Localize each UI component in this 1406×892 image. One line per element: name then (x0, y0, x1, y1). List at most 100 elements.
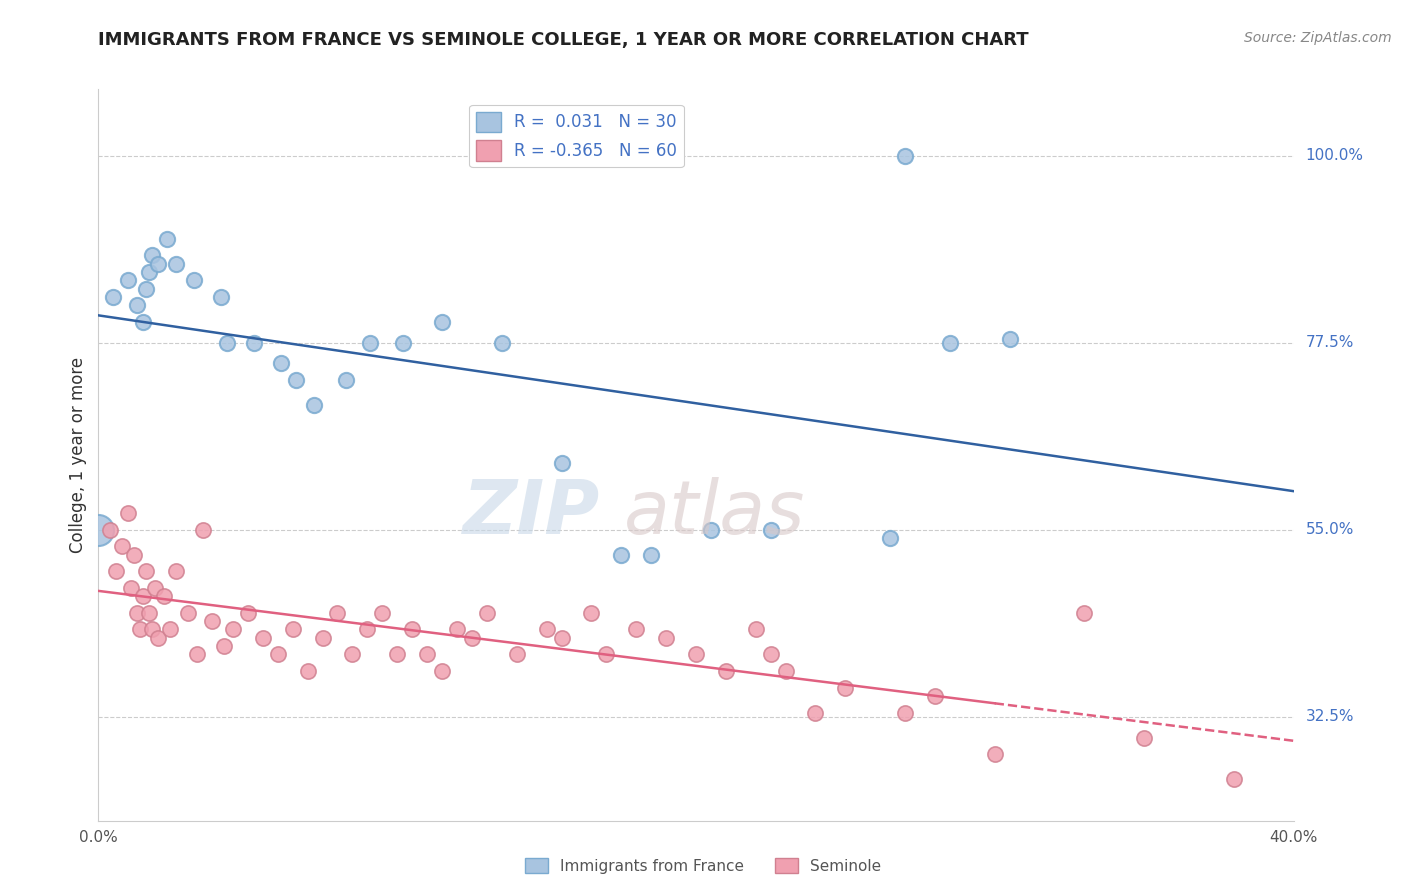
Point (311, 631, 333, 645)
Point (127, 298, 149, 312)
Point (342, 648, 364, 662)
Point (270, 356, 292, 371)
Point (165, 564, 187, 578)
Point (700, 523, 723, 537)
Point (998, 332, 1021, 346)
Point (894, 706, 917, 720)
Point (775, 664, 797, 678)
Point (392, 335, 415, 350)
Point (879, 531, 901, 545)
Point (132, 589, 155, 603)
Point (120, 581, 142, 595)
Point (326, 606, 349, 620)
Point (446, 623, 468, 637)
Point (215, 335, 238, 350)
Point (129, 623, 152, 637)
Point (536, 623, 558, 637)
Point (550, 456, 572, 470)
Legend: R =  0.031   N = 30, R = -0.365   N = 60: R = 0.031 N = 30, R = -0.365 N = 60 (470, 105, 683, 167)
Point (117, 273, 139, 287)
Point (302, 398, 325, 412)
Point (475, 606, 498, 620)
Point (209, 290, 232, 304)
Point (138, 606, 160, 620)
Point (141, 623, 163, 637)
Point (385, 648, 409, 662)
Point (626, 623, 648, 637)
Point (714, 664, 737, 678)
Point (1133, 731, 1156, 745)
Point (183, 273, 205, 287)
Point (138, 265, 160, 279)
Legend: Immigrants from France, Seminole: Immigrants from France, Seminole (519, 852, 887, 880)
Point (148, 257, 170, 271)
Point (595, 648, 617, 662)
Point (186, 648, 208, 662)
Point (371, 606, 394, 620)
Point (610, 548, 633, 562)
Point (461, 631, 484, 645)
Point (297, 664, 319, 678)
Point (201, 614, 224, 628)
Point (581, 606, 603, 620)
Point (335, 373, 357, 387)
Point (430, 315, 453, 329)
Point (491, 335, 513, 350)
Point (212, 639, 235, 653)
Text: IMMIGRANTS FROM FRANCE VS SEMINOLE COLLEGE, 1 YEAR OR MORE CORRELATION CHART: IMMIGRANTS FROM FRANCE VS SEMINOLE COLLE… (98, 31, 1029, 49)
Point (506, 648, 529, 662)
Point (655, 631, 678, 645)
Point (550, 631, 572, 645)
Point (222, 623, 245, 637)
Point (153, 589, 176, 603)
Point (416, 648, 439, 662)
Point (159, 623, 181, 637)
Point (156, 232, 179, 246)
Point (191, 523, 214, 537)
Point (640, 548, 662, 562)
Point (759, 648, 782, 662)
Point (745, 623, 768, 637)
Point (132, 315, 155, 329)
Point (117, 506, 139, 520)
Point (894, 149, 917, 163)
Point (135, 282, 157, 296)
Point (87, 523, 110, 537)
Y-axis label: College, 1 year or more: College, 1 year or more (69, 357, 87, 553)
Point (267, 648, 290, 662)
Text: ZIP: ZIP (463, 477, 600, 550)
Point (759, 523, 782, 537)
Point (356, 623, 378, 637)
Point (98, 523, 122, 537)
Point (1223, 772, 1246, 786)
Point (804, 706, 827, 720)
Point (401, 623, 423, 637)
Point (924, 689, 946, 703)
Point (127, 606, 149, 620)
Point (281, 623, 304, 637)
Point (111, 539, 134, 553)
Point (148, 631, 170, 645)
Text: 77.5%: 77.5% (1306, 335, 1354, 351)
Point (834, 681, 856, 695)
Point (243, 335, 266, 350)
Point (124, 548, 146, 562)
Point (141, 248, 163, 262)
Point (236, 606, 259, 620)
Point (685, 648, 707, 662)
Text: 32.5%: 32.5% (1306, 709, 1354, 724)
Point (165, 257, 187, 271)
Point (103, 290, 125, 304)
Point (135, 564, 157, 578)
Text: 100.0%: 100.0% (1306, 148, 1364, 163)
Text: Source: ZipAtlas.com: Source: ZipAtlas.com (1244, 31, 1392, 45)
Point (143, 581, 166, 595)
Point (177, 606, 200, 620)
Point (105, 564, 128, 578)
Point (359, 335, 381, 350)
Point (252, 631, 274, 645)
Point (1073, 606, 1095, 620)
Point (939, 335, 962, 350)
Point (284, 373, 307, 387)
Text: 55.0%: 55.0% (1306, 522, 1354, 537)
